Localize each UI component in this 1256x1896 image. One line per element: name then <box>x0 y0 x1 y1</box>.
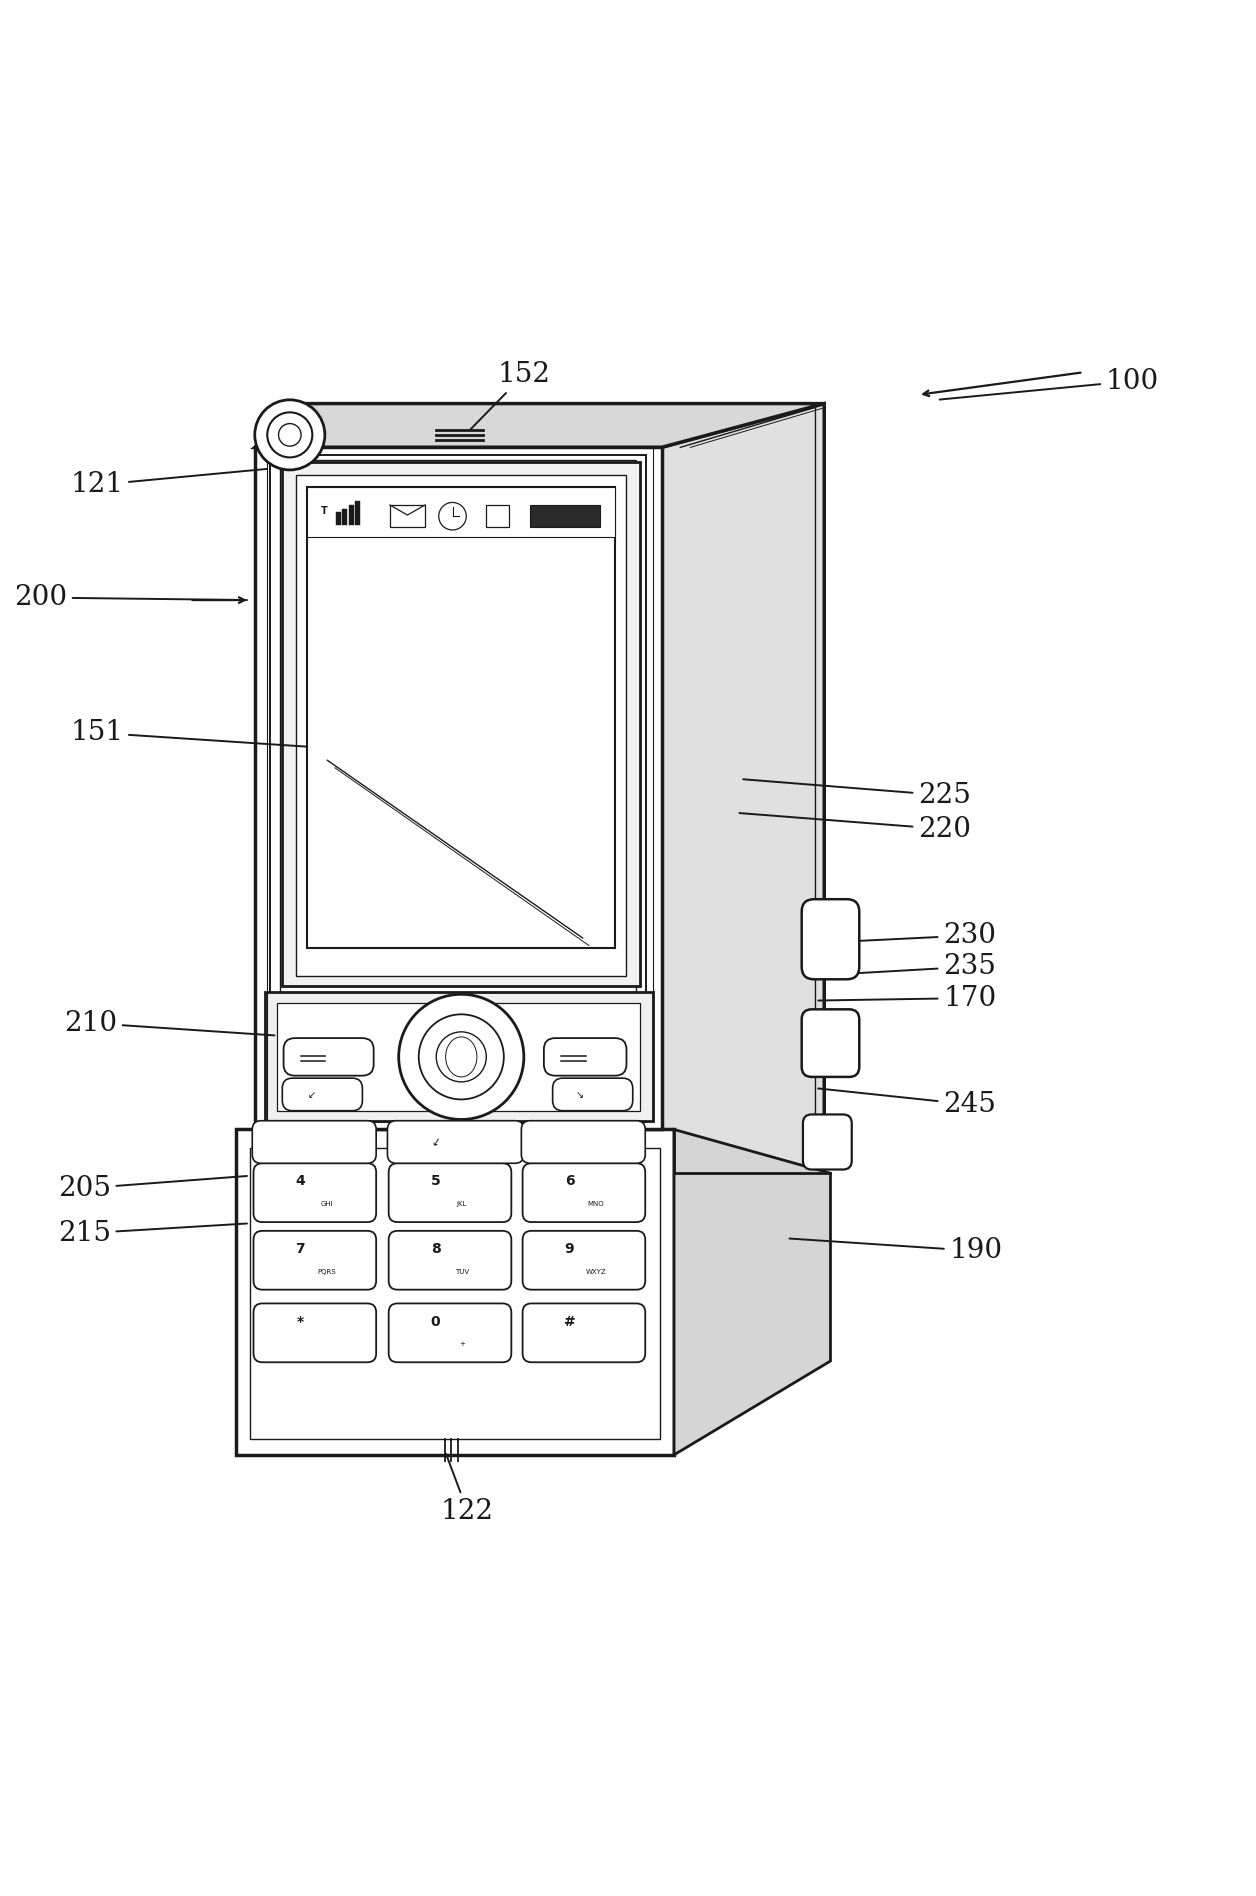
Text: T: T <box>322 506 328 516</box>
FancyBboxPatch shape <box>388 1303 511 1361</box>
Text: 205: 205 <box>58 1176 247 1202</box>
Text: MNO: MNO <box>588 1200 604 1208</box>
Polygon shape <box>283 463 641 986</box>
Text: 121: 121 <box>70 468 268 499</box>
FancyBboxPatch shape <box>387 1121 524 1164</box>
Polygon shape <box>349 504 354 525</box>
Polygon shape <box>255 404 824 447</box>
FancyBboxPatch shape <box>252 1121 376 1164</box>
Text: TUV: TUV <box>455 1268 468 1274</box>
Text: 215: 215 <box>58 1219 247 1248</box>
Text: 225: 225 <box>744 779 971 810</box>
FancyBboxPatch shape <box>801 1009 859 1077</box>
FancyBboxPatch shape <box>254 1164 376 1223</box>
Polygon shape <box>674 1130 830 1454</box>
Circle shape <box>436 1031 486 1083</box>
Text: 230: 230 <box>818 921 996 950</box>
Text: *: * <box>296 1314 304 1329</box>
FancyBboxPatch shape <box>801 899 859 980</box>
Text: 0: 0 <box>431 1314 441 1329</box>
Text: 190: 190 <box>790 1238 1002 1265</box>
Text: 100: 100 <box>939 368 1159 400</box>
FancyBboxPatch shape <box>522 1303 646 1361</box>
Polygon shape <box>308 487 615 537</box>
Polygon shape <box>255 447 662 1130</box>
Text: WXYZ: WXYZ <box>585 1268 607 1274</box>
Polygon shape <box>337 512 342 525</box>
FancyBboxPatch shape <box>254 1231 376 1289</box>
FancyBboxPatch shape <box>521 1121 646 1164</box>
Polygon shape <box>662 404 824 1174</box>
Text: 6: 6 <box>565 1174 574 1189</box>
Text: ↙: ↙ <box>308 1090 315 1100</box>
Text: 151: 151 <box>70 719 320 747</box>
FancyBboxPatch shape <box>522 1231 646 1289</box>
Circle shape <box>418 1014 504 1100</box>
Text: 220: 220 <box>740 813 971 842</box>
FancyBboxPatch shape <box>544 1039 627 1075</box>
Text: GHI: GHI <box>320 1200 333 1208</box>
Text: PQRS: PQRS <box>318 1268 337 1274</box>
Polygon shape <box>530 504 600 527</box>
Text: ↘: ↘ <box>575 1090 583 1100</box>
Text: #: # <box>564 1314 575 1329</box>
Circle shape <box>398 994 524 1119</box>
Text: JKL: JKL <box>457 1200 467 1208</box>
Text: 210: 210 <box>64 1009 275 1037</box>
Polygon shape <box>296 474 627 976</box>
Polygon shape <box>355 501 360 525</box>
FancyBboxPatch shape <box>388 1164 511 1223</box>
Text: 7: 7 <box>295 1242 305 1255</box>
Polygon shape <box>250 1149 661 1439</box>
Text: ↙: ↙ <box>430 1136 442 1147</box>
Text: 5: 5 <box>431 1174 441 1189</box>
Polygon shape <box>265 992 653 1121</box>
FancyBboxPatch shape <box>388 1231 511 1289</box>
Text: 235: 235 <box>818 954 996 980</box>
FancyBboxPatch shape <box>283 1079 363 1111</box>
Text: 122: 122 <box>441 1454 494 1524</box>
FancyBboxPatch shape <box>254 1303 376 1361</box>
Text: 170: 170 <box>818 984 996 1012</box>
Circle shape <box>255 400 325 470</box>
Text: 152: 152 <box>470 362 550 430</box>
Text: 4: 4 <box>295 1174 305 1189</box>
FancyBboxPatch shape <box>553 1079 633 1111</box>
Text: 8: 8 <box>431 1242 441 1255</box>
Text: 9: 9 <box>565 1242 574 1255</box>
Text: 200: 200 <box>14 584 247 611</box>
FancyBboxPatch shape <box>284 1039 374 1075</box>
Polygon shape <box>308 487 615 948</box>
Polygon shape <box>343 508 348 525</box>
Polygon shape <box>278 1003 641 1111</box>
FancyBboxPatch shape <box>803 1115 852 1170</box>
Text: +: + <box>460 1340 465 1348</box>
Text: 245: 245 <box>818 1088 996 1119</box>
Polygon shape <box>236 1130 674 1454</box>
FancyBboxPatch shape <box>522 1164 646 1223</box>
